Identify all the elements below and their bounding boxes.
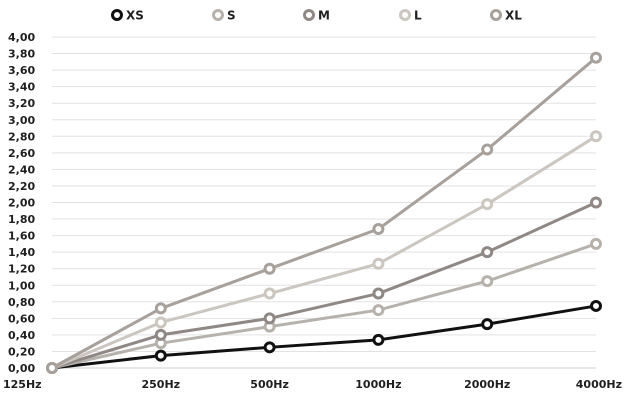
y-tick-label: 2,00: [8, 197, 35, 210]
y-tick-label: 1,00: [8, 279, 35, 292]
y-tick-label: 0,20: [8, 345, 35, 358]
legend-label-s: S: [227, 9, 236, 23]
series-xs: [46, 299, 602, 374]
series-line-xl: [50, 56, 598, 370]
legend-item-xs[interactable]: XS: [111, 9, 144, 23]
data-point-m[interactable]: [263, 312, 276, 325]
legend-marker-m: [303, 9, 315, 21]
y-tick-label: 2,20: [8, 180, 35, 193]
x-tick-label: 2000Hz: [464, 378, 510, 391]
data-point-m[interactable]: [372, 287, 385, 300]
y-tick-label: 0,80: [8, 296, 35, 309]
legend-label-xs: XS: [126, 9, 144, 23]
x-tick-label: 125Hz: [3, 378, 42, 391]
data-point-m[interactable]: [590, 196, 602, 209]
legend-marker-l: [399, 9, 411, 21]
x-axis: 125Hz 250Hz 500Hz 1000Hz 2000Hz 4000Hz: [3, 378, 622, 391]
x-tick-label: 250Hz: [142, 378, 181, 391]
data-point-xl[interactable]: [154, 302, 167, 315]
data-point-xl[interactable]: [590, 51, 602, 64]
series-xl: [46, 51, 602, 374]
y-tick-label: 0,60: [8, 312, 35, 325]
y-tick-label: 3,00: [8, 114, 35, 127]
y-tick-label: 1,20: [8, 263, 35, 276]
legend: XS S M L XL: [111, 9, 523, 23]
y-tick-label: 3,40: [8, 81, 35, 94]
y-tick-label: 2,40: [8, 163, 35, 176]
y-tick-label: 2,60: [8, 147, 35, 160]
data-point-m[interactable]: [154, 328, 167, 341]
data-point-l[interactable]: [263, 287, 276, 300]
series-line-xs: [50, 304, 598, 370]
series-line-m: [50, 201, 598, 370]
y-axis: 0,00 0,20 0,40 0,60 0,80 1,00 1,20 1,40 1,60 1,80…: [8, 31, 35, 375]
data-point-s[interactable]: [481, 275, 494, 288]
data-point-s[interactable]: [590, 237, 602, 250]
legend-item-m[interactable]: M: [303, 9, 330, 23]
y-tick-label: 1,40: [8, 246, 35, 259]
data-point-xs[interactable]: [481, 318, 494, 331]
data-point-xs[interactable]: [590, 299, 602, 312]
data-point-xs[interactable]: [372, 333, 385, 346]
x-tick-label: 4000Hz: [576, 378, 622, 391]
y-tick-label: 0,40: [8, 329, 35, 342]
legend-item-xl[interactable]: XL: [490, 9, 523, 23]
data-point-l[interactable]: [481, 198, 494, 211]
data-point-xl[interactable]: [481, 143, 494, 156]
data-point-xs[interactable]: [263, 341, 276, 354]
legend-marker-xs: [111, 9, 123, 21]
data-point-xl[interactable]: [372, 222, 385, 235]
data-point-xl[interactable]: [46, 362, 58, 374]
data-point-l[interactable]: [372, 257, 385, 270]
y-tick-label: 2,80: [8, 130, 35, 143]
y-tick-label: 3,20: [8, 97, 35, 110]
data-point-s[interactable]: [372, 304, 385, 317]
data-point-xs[interactable]: [154, 349, 167, 362]
y-tick-label: 0,00: [8, 362, 35, 375]
legend-item-l[interactable]: L: [399, 9, 423, 23]
legend-label-m: M: [318, 9, 330, 23]
y-tick-label: 4,00: [8, 31, 35, 44]
y-tick-label: 3,60: [8, 64, 35, 77]
series-line-s: [50, 242, 598, 370]
data-point-l[interactable]: [590, 130, 602, 143]
legend-marker-xl: [490, 9, 502, 21]
y-tick-label: 3,80: [8, 48, 35, 61]
series-line-l: [50, 134, 598, 370]
y-tick-label: 1,80: [8, 213, 35, 226]
legend-label-xl: XL: [505, 9, 522, 23]
series-layer: [46, 51, 602, 374]
x-tick-label: 1000Hz: [355, 378, 401, 391]
legend-marker-s: [212, 9, 224, 21]
y-tick-label: 1,60: [8, 230, 35, 243]
x-tick-label: 500Hz: [250, 378, 289, 391]
data-point-m[interactable]: [481, 246, 494, 259]
gridlines: [52, 36, 596, 369]
data-point-l[interactable]: [154, 316, 167, 329]
data-point-xl[interactable]: [263, 262, 276, 275]
legend-label-l: L: [414, 9, 422, 23]
legend-item-s[interactable]: S: [212, 9, 236, 23]
